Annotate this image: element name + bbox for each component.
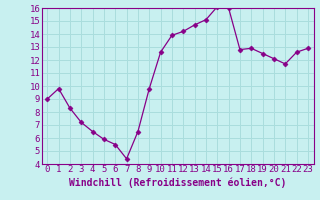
X-axis label: Windchill (Refroidissement éolien,°C): Windchill (Refroidissement éolien,°C) bbox=[69, 177, 286, 188]
